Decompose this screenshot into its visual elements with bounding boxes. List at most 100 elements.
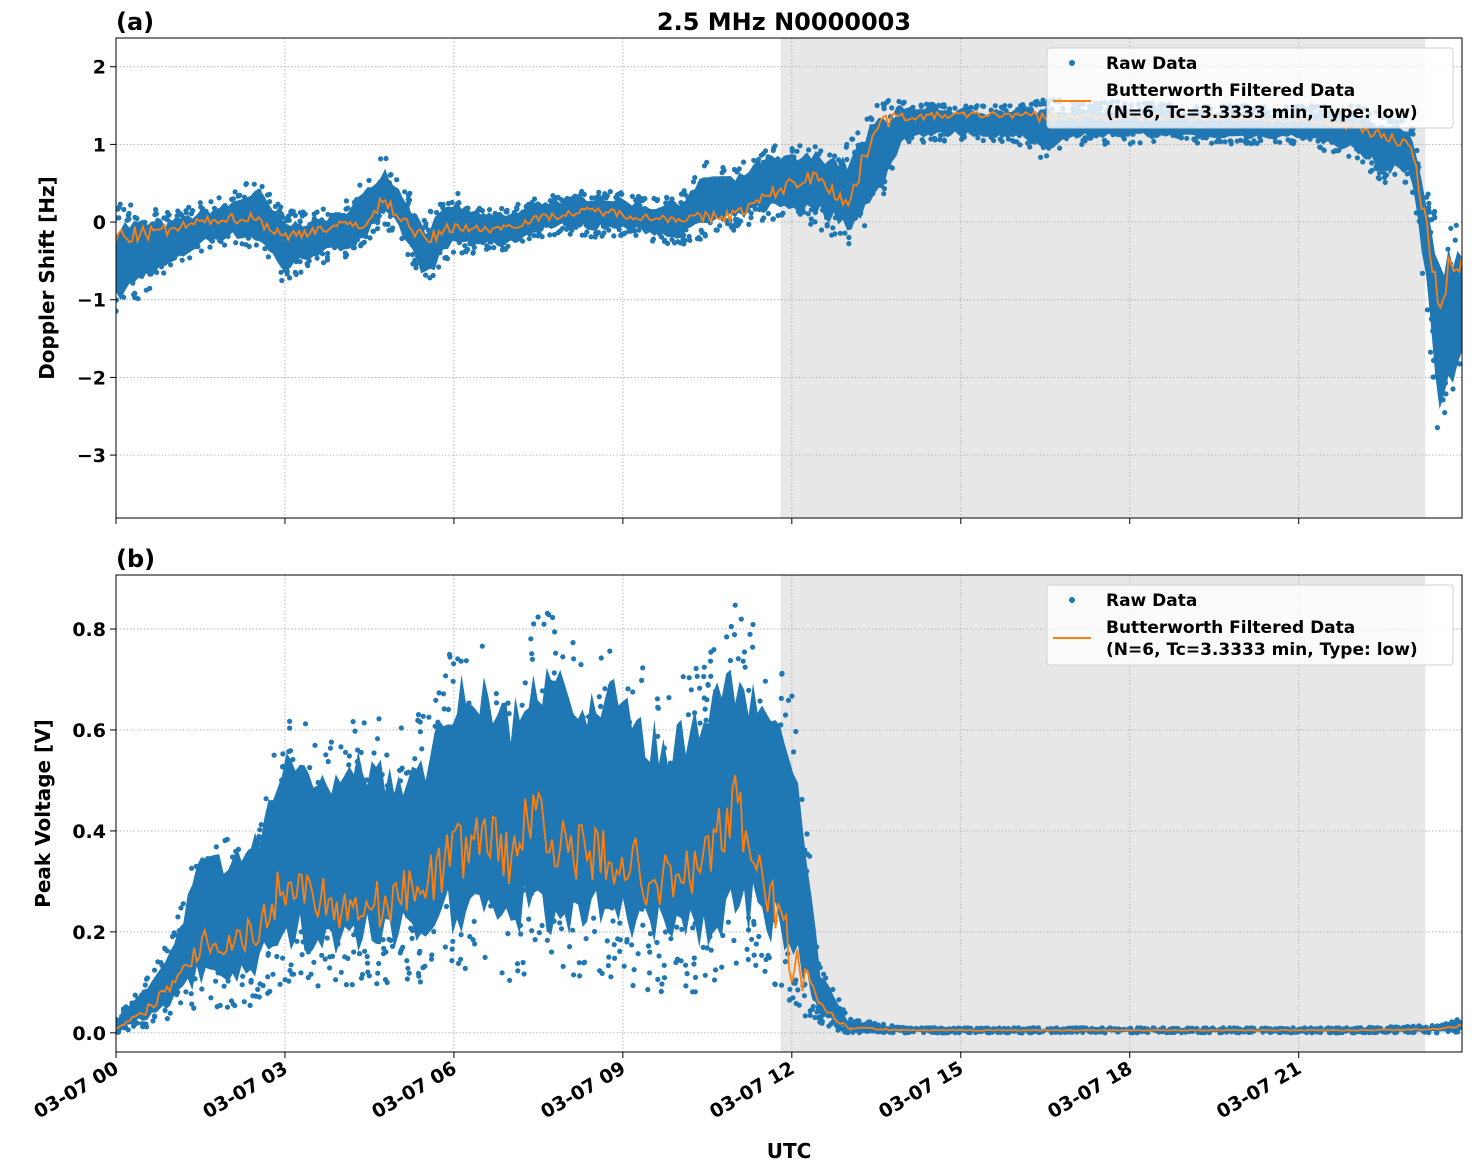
raw-data-point xyxy=(872,1020,878,1027)
raw-data-point xyxy=(495,885,501,891)
raw-data-point xyxy=(251,207,257,213)
raw-data-point xyxy=(666,210,673,216)
raw-data-point xyxy=(528,751,534,757)
raw-data-point xyxy=(363,233,369,240)
raw-data-point xyxy=(636,227,642,233)
raw-data-point xyxy=(519,209,526,215)
raw-data-point xyxy=(257,193,263,199)
raw-data-point xyxy=(559,814,565,820)
raw-data-point xyxy=(265,950,271,957)
panel-label: (b) xyxy=(116,545,155,573)
y-tick-label: −1 xyxy=(77,290,106,312)
raw-data-point xyxy=(1325,130,1331,136)
raw-data-point xyxy=(514,899,520,906)
raw-data-point xyxy=(778,695,784,702)
raw-data-point xyxy=(808,216,814,222)
raw-data-point xyxy=(578,662,584,668)
y-tick-label: 0.4 xyxy=(72,821,106,843)
raw-data-point xyxy=(823,975,829,981)
raw-data-point xyxy=(142,219,148,225)
raw-data-point xyxy=(397,767,403,774)
raw-data-point xyxy=(1120,133,1127,139)
raw-data-point xyxy=(885,98,892,104)
raw-data-point xyxy=(698,736,704,743)
raw-data-point xyxy=(650,238,656,244)
raw-data-point xyxy=(399,236,405,242)
raw-data-point xyxy=(793,728,799,735)
raw-data-point xyxy=(1008,129,1014,135)
raw-data-point xyxy=(791,197,797,203)
raw-data-point xyxy=(588,780,595,786)
raw-data-point xyxy=(761,732,767,738)
raw-data-point xyxy=(1086,135,1092,141)
raw-data-point xyxy=(630,905,636,911)
raw-data-point xyxy=(159,236,165,242)
raw-data-point xyxy=(934,119,940,125)
raw-data-point xyxy=(701,664,707,670)
raw-data-point xyxy=(697,183,703,189)
raw-data-point xyxy=(260,209,266,215)
raw-data-point xyxy=(192,976,198,982)
raw-data-point xyxy=(599,790,605,796)
raw-data-point xyxy=(432,723,438,729)
raw-data-point xyxy=(740,701,746,708)
raw-data-point xyxy=(419,746,425,752)
raw-data-point xyxy=(675,232,681,238)
raw-data-point xyxy=(849,136,855,142)
raw-data-point xyxy=(191,1005,197,1011)
raw-data-point xyxy=(1044,153,1050,159)
raw-data-point xyxy=(1195,134,1201,140)
raw-data-point xyxy=(1192,137,1198,143)
raw-data-point xyxy=(154,269,160,275)
raw-data-point xyxy=(260,982,266,989)
raw-data-point xyxy=(152,1014,158,1020)
raw-data-point xyxy=(618,198,624,205)
raw-data-point xyxy=(235,846,242,853)
raw-data-point xyxy=(528,636,534,642)
raw-data-point xyxy=(848,1016,854,1023)
raw-data-point xyxy=(188,991,194,997)
raw-data-point xyxy=(690,192,696,198)
raw-data-point xyxy=(1449,305,1455,311)
raw-data-point xyxy=(342,841,348,848)
raw-data-point xyxy=(1433,1030,1440,1036)
raw-data-point xyxy=(593,195,599,201)
raw-data-point xyxy=(654,696,661,702)
raw-data-point xyxy=(229,225,236,232)
raw-data-point xyxy=(324,924,330,930)
raw-data-point xyxy=(1150,132,1156,138)
raw-data-point xyxy=(152,212,158,218)
raw-data-point xyxy=(707,209,713,215)
raw-data-point xyxy=(1423,250,1429,256)
raw-data-point xyxy=(271,813,277,819)
raw-data-point xyxy=(277,981,283,987)
raw-data-point xyxy=(730,183,736,189)
raw-data-point xyxy=(817,1019,823,1025)
raw-data-point xyxy=(697,773,703,779)
raw-data-point xyxy=(737,731,743,737)
raw-data-point xyxy=(545,207,551,213)
raw-data-point xyxy=(221,983,227,989)
raw-data-point xyxy=(376,960,382,967)
raw-data-point xyxy=(515,968,521,974)
raw-data-point xyxy=(147,285,153,291)
raw-data-point xyxy=(511,886,517,892)
raw-data-point xyxy=(454,882,460,889)
raw-data-point xyxy=(809,924,815,930)
raw-data-point xyxy=(232,189,238,195)
raw-data-point xyxy=(629,193,636,199)
raw-data-point xyxy=(353,928,359,934)
raw-data-point xyxy=(794,171,800,177)
raw-data-point xyxy=(717,223,723,229)
raw-data-point xyxy=(166,221,172,227)
raw-data-point xyxy=(378,156,384,162)
raw-data-point xyxy=(526,916,532,922)
raw-data-point xyxy=(700,187,707,194)
raw-data-point xyxy=(436,264,442,270)
raw-data-point xyxy=(707,658,714,664)
raw-data-point xyxy=(334,214,340,220)
raw-data-point xyxy=(468,220,474,226)
raw-data-point xyxy=(1456,1019,1462,1025)
raw-data-point xyxy=(855,151,861,158)
raw-data-point xyxy=(728,623,734,630)
